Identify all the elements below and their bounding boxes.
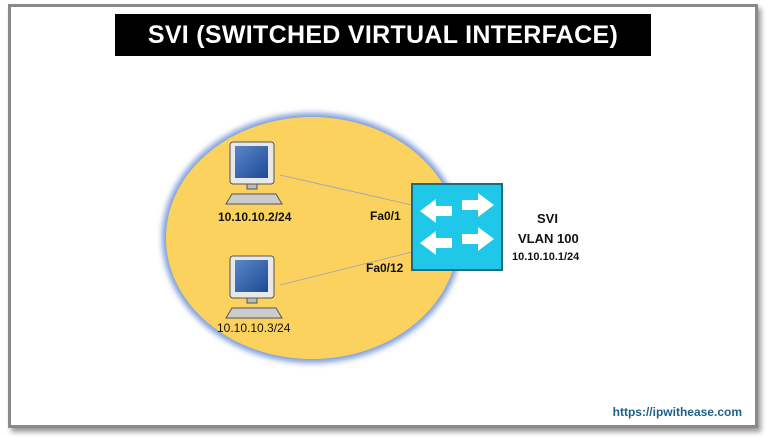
host-1-ip: 10.10.10.2/24 bbox=[218, 210, 292, 224]
host-2-ip: 10.10.10.3/24 bbox=[217, 321, 291, 335]
pc-icon bbox=[225, 255, 283, 319]
pc-icon bbox=[225, 141, 283, 205]
svi-ip: 10.10.10.1/24 bbox=[512, 251, 580, 263]
vlan-label: VLAN 100 bbox=[518, 231, 579, 246]
link-fa0-12 bbox=[279, 251, 413, 286]
page-title: SVI (SWITCHED VIRTUAL INTERFACE) bbox=[115, 14, 651, 56]
svi-label: SVI bbox=[537, 211, 558, 226]
switch-icon bbox=[411, 183, 503, 271]
port-label: Fa0/12 bbox=[366, 261, 404, 275]
port-label: Fa0/1 bbox=[370, 209, 401, 223]
link-fa0-1 bbox=[279, 174, 413, 206]
footer-url[interactable]: https://ipwithease.com bbox=[612, 405, 742, 419]
